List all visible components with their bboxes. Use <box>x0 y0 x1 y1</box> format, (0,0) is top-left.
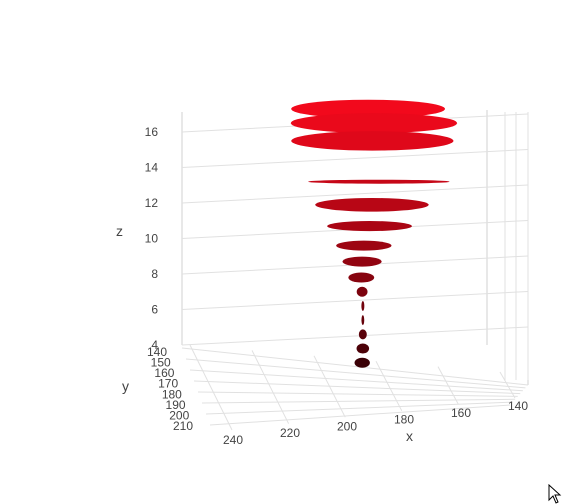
z-tick-label-6: 16 <box>145 125 159 139</box>
mouse-cursor-icon <box>548 484 562 504</box>
floor-y-grid-4 <box>198 392 518 396</box>
data-layer-12 <box>359 329 367 339</box>
x-tick-label-1: 220 <box>280 426 300 440</box>
floor-x-grid-0 <box>190 345 232 430</box>
data-layer-7 <box>343 257 382 267</box>
data-layer-4 <box>315 198 428 212</box>
y-tick-label-7: 210 <box>173 419 193 433</box>
floor-x-grid-1 <box>252 350 289 423</box>
y-axis-title: y <box>122 378 129 394</box>
data-layer-8 <box>348 273 374 283</box>
z-grid-line-1 <box>182 292 528 310</box>
floor-x-grid-5 <box>500 372 515 398</box>
data-layer-5 <box>327 221 412 231</box>
data-layer-11 <box>361 315 364 325</box>
x-tick-label-4: 160 <box>451 406 471 420</box>
data-layer-2 <box>291 131 453 150</box>
data-layer-13 <box>357 344 370 354</box>
data-layer-9 <box>357 287 368 297</box>
floor-x-grid-3 <box>376 361 402 411</box>
x-tick-label-5: 140 <box>508 399 528 413</box>
floor-y-grid-0 <box>182 348 528 385</box>
z-axis-title: z <box>116 223 123 239</box>
x-tick-label-0: 240 <box>223 433 243 447</box>
z-tick-label-3: 10 <box>145 232 159 246</box>
z-tick-label-1: 6 <box>151 303 158 317</box>
z-tick-label-2: 8 <box>151 267 158 281</box>
z-grid-line-5 <box>182 150 528 168</box>
z-tick-label-4: 12 <box>145 196 159 210</box>
data-layer-10 <box>361 301 364 311</box>
z-tick-label-5: 14 <box>145 161 159 175</box>
data-layer-14 <box>355 358 370 368</box>
data-layer-1 <box>291 113 457 133</box>
x-tick-label-2: 200 <box>337 419 357 433</box>
data-layer-3 <box>308 180 449 184</box>
x-axis-ticks: 240 220 200 180 160 140 <box>223 399 528 447</box>
data-layers <box>291 100 457 368</box>
data-layer-6 <box>336 241 391 251</box>
x-axis-title: x <box>406 428 413 444</box>
grid-lines <box>182 110 528 430</box>
x-tick-label-3: 180 <box>394 413 414 427</box>
z-grid-line-0 <box>182 327 528 345</box>
floor-y-grid-5 <box>202 399 515 403</box>
